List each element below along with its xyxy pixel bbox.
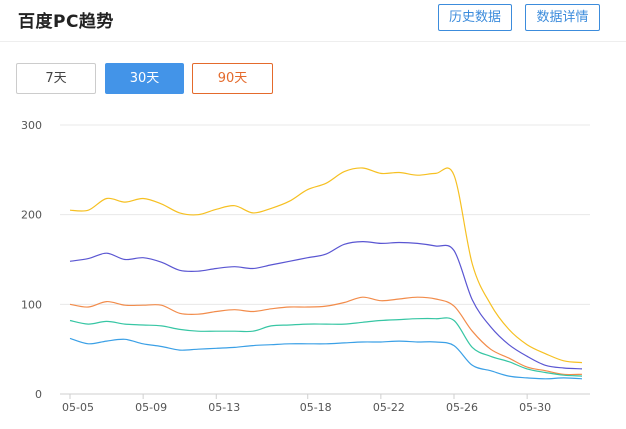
series-line-1 [69, 167, 583, 364]
x-tick-label: 05-22 [373, 401, 405, 414]
trend-line-chart: 0 100 200 300 05-05 05-09 05-13 05-18 05-22 05-26… [21, 119, 590, 414]
range-30-days-button[interactable]: 30天 [105, 63, 184, 94]
x-tick-label: 05-18 [300, 401, 332, 414]
x-tick-label: 05-13 [208, 401, 240, 414]
x-tick-label: 05-09 [135, 401, 167, 414]
series-line-4 [69, 317, 583, 377]
x-tick-label: 05-05 [62, 401, 94, 414]
range-7-days-button[interactable]: 7天 [16, 63, 96, 94]
x-tick-label: 05-26 [446, 401, 478, 414]
x-tick-label: 05-30 [519, 401, 551, 414]
y-tick-label: 300 [21, 119, 42, 132]
page-title: 百度PC趋势 [18, 12, 114, 32]
series-line-3 [69, 296, 583, 376]
header-bar: 百度PC趋势 历史数据 数据详情 [0, 0, 626, 42]
range-90-days-button[interactable]: 90天 [192, 63, 273, 94]
series-line-2 [69, 240, 583, 370]
history-data-button[interactable]: 历史数据 [438, 4, 512, 31]
y-tick-label: 200 [21, 209, 42, 222]
y-tick-label: 100 [21, 298, 42, 311]
data-detail-button[interactable]: 数据详情 [525, 4, 600, 31]
y-tick-label: 0 [35, 388, 42, 401]
series-line-5 [69, 337, 583, 380]
